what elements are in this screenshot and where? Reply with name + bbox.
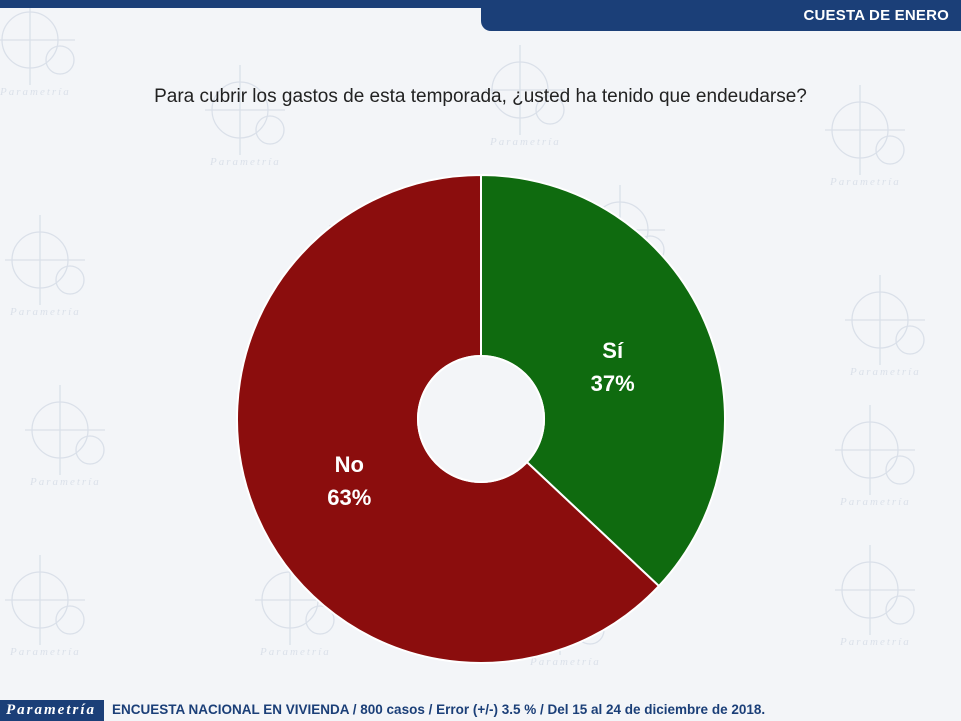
svg-text:Parametría: Parametría (9, 646, 81, 658)
section-title: CUESTA DE ENERO (803, 7, 949, 24)
svg-text:Parametría: Parametría (0, 86, 71, 98)
slice-label-no: No (335, 452, 364, 477)
footer: Parametría ENCUESTA NACIONAL EN VIVIENDA… (0, 698, 961, 721)
svg-text:Parametría: Parametría (209, 156, 281, 168)
svg-text:Parametría: Parametría (839, 636, 911, 648)
parametria-logo: Parametría (0, 699, 104, 721)
donut-hole (417, 355, 545, 483)
svg-text:Parametría: Parametría (259, 646, 331, 658)
slice-value-s: 37% (591, 371, 635, 396)
svg-text:Parametría: Parametría (529, 656, 601, 668)
svg-text:Parametría: Parametría (29, 476, 101, 488)
section-title-tab: CUESTA DE ENERO (481, 0, 961, 31)
slice-label-s: Sí (602, 338, 624, 363)
svg-text:Parametría: Parametría (839, 496, 911, 508)
source-note: ENCUESTA NACIONAL EN VIVIENDA / 800 caso… (112, 702, 766, 717)
svg-text:Parametría: Parametría (829, 176, 901, 188)
svg-text:Parametría: Parametría (9, 306, 81, 318)
chart-title: Para cubrir los gastos de esta temporada… (154, 86, 807, 107)
slice-value-no: 63% (327, 485, 371, 510)
top-brand-bar (0, 0, 961, 8)
svg-text:Parametría: Parametría (849, 366, 921, 378)
svg-text:Parametría: Parametría (489, 136, 561, 148)
